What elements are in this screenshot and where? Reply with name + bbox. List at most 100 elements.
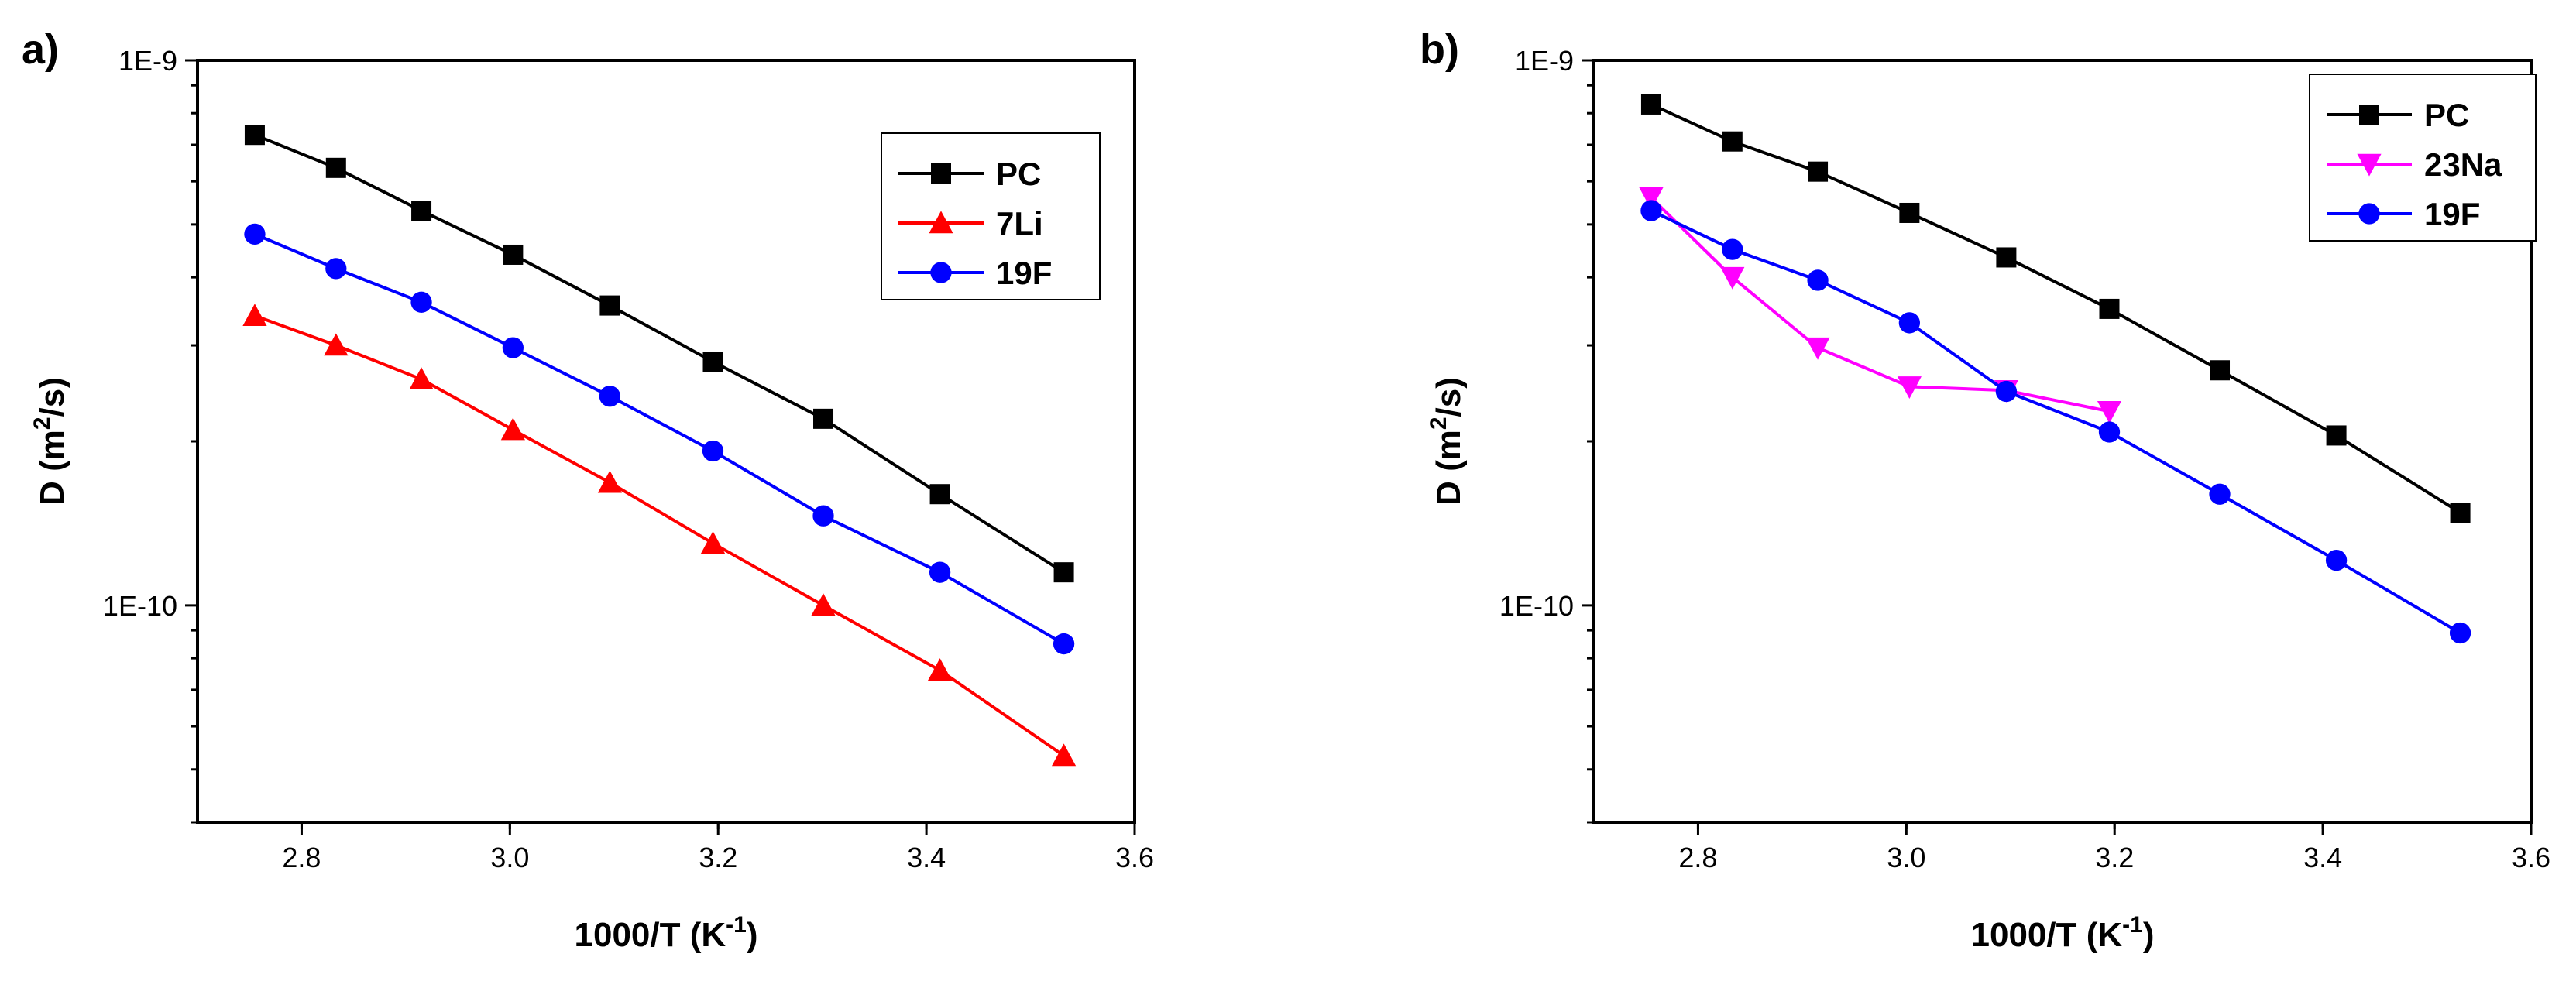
series-layer-a <box>242 125 1077 767</box>
data-point <box>1808 161 1829 182</box>
data-point <box>2325 549 2348 571</box>
y-tick-label: 1E-9 <box>118 45 177 77</box>
svg-text:D (m2/s): D (m2/s) <box>29 377 71 506</box>
data-point <box>1639 187 1664 210</box>
x-tick-label: 3.2 <box>2095 842 2134 873</box>
data-point <box>812 505 834 527</box>
data-point <box>929 561 951 583</box>
data-point <box>244 223 266 245</box>
data-point <box>2098 421 2121 443</box>
x-tick-label: 3.6 <box>2512 842 2550 873</box>
series-23Na <box>1639 187 2122 424</box>
data-point <box>2097 401 2122 424</box>
y-tick-label: 1E-10 <box>1499 590 1574 622</box>
legend-entry: 7Li <box>898 205 1043 242</box>
legend-entry: 19F <box>2327 196 2480 232</box>
data-point <box>597 470 622 493</box>
data-point <box>702 352 723 372</box>
legend-entry: 19F <box>898 255 1052 291</box>
legend-label: 19F <box>996 255 1052 291</box>
data-point <box>700 531 726 554</box>
y-tick-label: 1E-9 <box>1515 45 1574 77</box>
data-point <box>2099 298 2120 319</box>
data-point <box>929 484 950 505</box>
y-tick-label: 1E-10 <box>103 590 177 622</box>
data-point <box>1722 131 1743 152</box>
data-point <box>325 157 346 178</box>
legend-marker <box>2358 203 2380 225</box>
series-PC <box>1640 94 2471 523</box>
data-point <box>1051 743 1077 767</box>
legend-label: 19F <box>2424 196 2480 232</box>
data-point <box>1996 247 2017 268</box>
data-point <box>244 125 265 146</box>
series-line <box>254 314 1065 757</box>
data-point <box>2210 360 2231 381</box>
y-axis-title-b: D (m2/s) <box>1426 377 1468 506</box>
data-point <box>2326 425 2347 446</box>
legend-a: PC 7Li 19F <box>881 132 1101 300</box>
legend-label: PC <box>996 156 1041 192</box>
legend-marker <box>930 262 952 283</box>
series-19F <box>1640 200 2471 644</box>
legend-entry: PC <box>898 156 1041 192</box>
data-point <box>502 337 524 358</box>
panel-a: a) 2.8 3.0 3.2 3.4 3.6 1E-9 1E-10 D (m2/s) 100… <box>22 26 1154 954</box>
legend-marker <box>931 163 951 184</box>
panel-label-b: b) <box>1420 26 1459 73</box>
legend-b: PC 23Na 19F <box>2309 74 2537 242</box>
series-line <box>1650 196 2110 413</box>
data-point <box>1640 200 1662 221</box>
data-point <box>503 244 524 265</box>
data-point <box>1899 202 1920 223</box>
panel-label-a: a) <box>22 26 59 73</box>
data-point <box>811 593 836 616</box>
data-point <box>2449 622 2471 644</box>
x-tick-label: 3.4 <box>2303 842 2342 873</box>
data-point <box>2450 503 2471 523</box>
data-point <box>1807 269 1829 291</box>
data-point <box>1640 94 1661 115</box>
ticks-layer-b: 2.8 3.0 3.2 3.4 3.6 1E-9 1E-10 <box>1499 45 2550 873</box>
data-point <box>242 304 267 327</box>
x-tick-label: 3.4 <box>907 842 946 873</box>
x-tick-label: 2.8 <box>282 842 321 873</box>
data-point <box>1805 337 1830 360</box>
data-point <box>599 295 620 316</box>
y-axis-title-a: D (m2/s) <box>29 377 71 506</box>
legend-marker <box>2357 153 2382 177</box>
legend-label: 23Na <box>2424 146 2502 183</box>
x-tick-label: 3.0 <box>490 842 529 873</box>
data-point <box>411 201 432 221</box>
data-point <box>1720 266 1745 290</box>
data-point <box>599 386 621 407</box>
legend-marker <box>2359 105 2379 125</box>
data-point <box>1897 376 1922 399</box>
series-19F <box>244 223 1075 655</box>
legend-box-a <box>881 132 1101 300</box>
data-point <box>500 417 525 441</box>
data-point <box>1995 380 2018 403</box>
series-7Li <box>242 304 1077 767</box>
legend-marker <box>929 211 953 234</box>
data-point <box>1898 312 1921 334</box>
legend-entry: 23Na <box>2327 146 2502 183</box>
svg-text:D (m2/s): D (m2/s) <box>1426 377 1468 506</box>
x-tick-label: 3.6 <box>1115 842 1154 873</box>
data-point <box>1053 562 1074 583</box>
data-point <box>702 440 724 462</box>
legend-label: PC <box>2424 97 2469 133</box>
data-point <box>1722 238 1743 260</box>
x-tick-label: 3.2 <box>699 842 737 873</box>
x-tick-label: 3.0 <box>1887 842 1925 873</box>
data-point <box>1053 633 1075 655</box>
series-layer-b <box>1639 94 2471 644</box>
data-point <box>927 658 953 681</box>
legend-entry: PC <box>2327 97 2469 133</box>
x-tick-label: 2.8 <box>1678 842 1717 873</box>
data-point <box>324 333 349 356</box>
x-axis-title-b: 1000/T (K-1) <box>1971 912 2155 954</box>
legend-label: 7Li <box>996 205 1043 242</box>
x-axis-title-a: 1000/T (K-1) <box>575 912 758 954</box>
